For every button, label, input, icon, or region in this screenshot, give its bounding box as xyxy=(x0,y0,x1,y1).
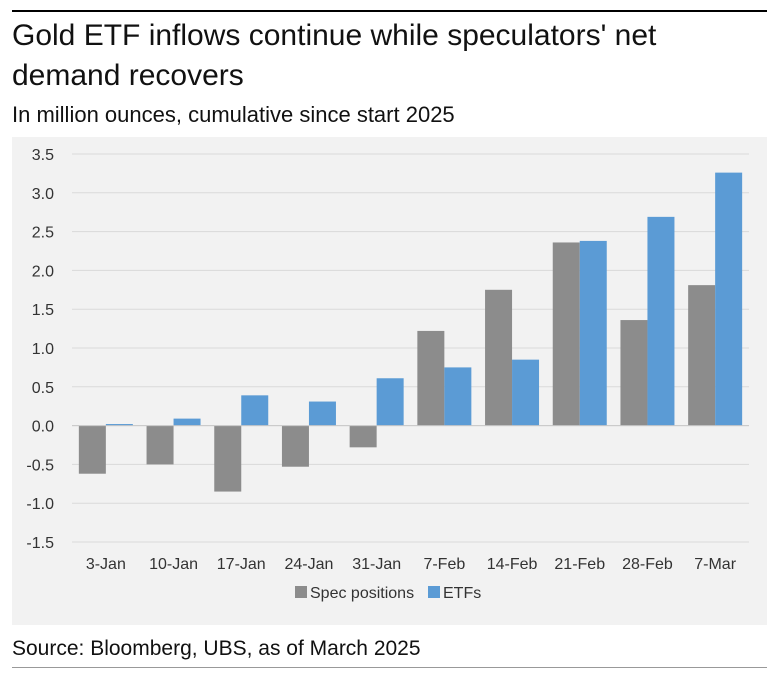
bar-spec-positions xyxy=(417,330,445,426)
y-tick-label: -1.5 xyxy=(26,535,54,552)
bar-etfs xyxy=(715,172,743,426)
x-tick-label: 7-Feb xyxy=(423,556,465,573)
legend-label-etfs: ETFs xyxy=(443,585,481,602)
source-note: Source: Bloomberg, UBS, as of March 2025 xyxy=(12,637,421,660)
y-tick-label: 2.0 xyxy=(32,263,54,280)
bar-spec-positions xyxy=(349,425,377,448)
x-tick-label: 28-Feb xyxy=(622,556,673,573)
chart-subtitle: In million ounces, cumulative since star… xyxy=(12,102,455,127)
x-tick-label: 17-Jan xyxy=(217,556,266,573)
bar-etfs xyxy=(376,378,404,426)
bar-etfs xyxy=(579,240,607,426)
x-tick-label: 21-Feb xyxy=(554,556,605,573)
y-tick-label: 2.5 xyxy=(32,225,54,242)
y-tick-label: -0.5 xyxy=(26,457,54,474)
bar-spec-positions xyxy=(214,425,242,492)
y-tick-label: 1.0 xyxy=(32,341,54,358)
legend-swatch-etfs xyxy=(428,586,440,598)
bottom-rule xyxy=(12,667,767,668)
bar-spec-positions xyxy=(552,242,580,426)
y-tick-label: 3.0 xyxy=(32,186,54,203)
bar-etfs xyxy=(241,395,269,426)
bar-etfs xyxy=(444,367,472,426)
bar-spec-positions xyxy=(146,425,174,465)
bar-etfs xyxy=(308,401,336,426)
bar-spec-positions xyxy=(281,425,309,467)
x-tick-label: 10-Jan xyxy=(149,556,198,573)
y-tick-label: 0.5 xyxy=(32,380,54,397)
y-tick-label: -1.0 xyxy=(26,496,54,513)
bar-spec-positions xyxy=(688,285,716,426)
legend-label-spec-positions: Spec positions xyxy=(310,585,414,602)
x-tick-label: 31-Jan xyxy=(352,556,401,573)
bar-etfs xyxy=(512,359,540,426)
bar-chart: 3.5 3.0 2.5 2.0 1.5 1.0 0.5 0.0 -0.5 -1.0 -1.5 3-Ja… xyxy=(26,147,749,602)
y-tick-label: 3.5 xyxy=(32,147,54,164)
legend-swatch-spec-positions xyxy=(295,586,307,598)
bar-spec-positions xyxy=(620,320,648,426)
x-tick-label: 3-Jan xyxy=(86,556,126,573)
x-tick-label: 7-Mar xyxy=(694,556,736,573)
top-rule xyxy=(12,10,767,12)
bar-etfs xyxy=(647,216,675,426)
bar-spec-positions xyxy=(78,425,106,474)
x-tick-label: 14-Feb xyxy=(487,556,538,573)
y-tick-label: 0.0 xyxy=(32,419,54,436)
bar-etfs xyxy=(105,424,133,426)
bar-spec-positions xyxy=(485,289,513,426)
chart-title: Gold ETF inflows continue while speculat… xyxy=(12,19,657,92)
y-tick-label: 1.5 xyxy=(32,302,54,319)
bar-etfs xyxy=(173,418,201,426)
plot-panel: 3.5 3.0 2.5 2.0 1.5 1.0 0.5 0.0 -0.5 -1.0 -1.5 3-Ja… xyxy=(12,137,767,625)
x-tick-label: 24-Jan xyxy=(284,556,333,573)
